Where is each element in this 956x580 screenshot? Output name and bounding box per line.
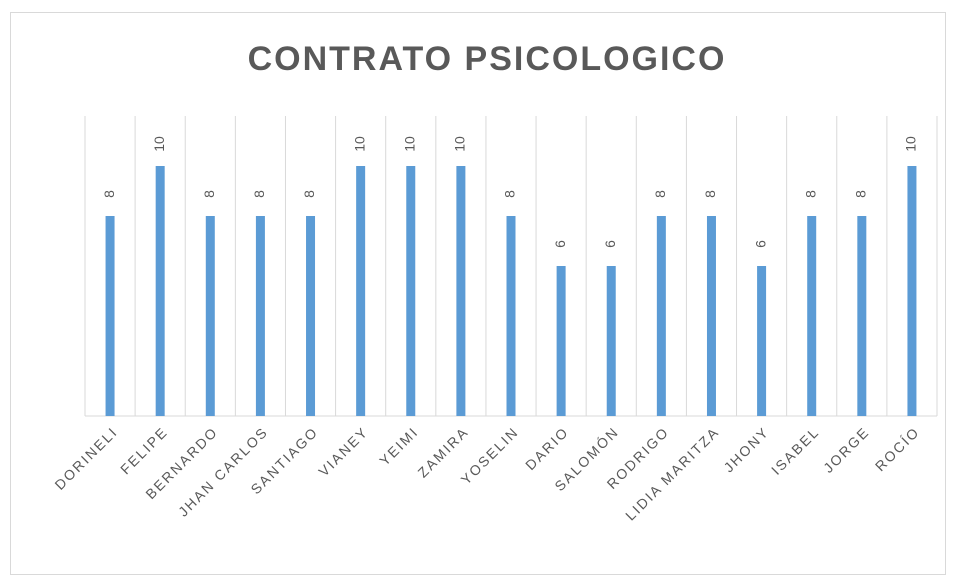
bar [606,266,616,416]
data-label: 8 [853,190,869,198]
data-label: 10 [151,136,167,152]
bar [907,166,917,416]
data-label: 10 [903,136,919,152]
data-label: 10 [401,136,417,152]
data-label: 6 [602,240,618,248]
data-label: 8 [301,190,317,198]
data-label: 8 [101,190,117,198]
bar [306,216,316,416]
bar [456,166,466,416]
data-label: 10 [351,136,367,152]
bar [406,166,416,416]
data-label: 6 [552,240,568,248]
data-label: 8 [251,190,267,198]
data-label: 10 [452,136,468,152]
bar [757,266,767,416]
bar [155,166,165,416]
data-label: 8 [802,190,818,198]
bar [857,216,867,416]
data-label: 8 [702,190,718,198]
bar [807,216,817,416]
data-label: 8 [502,190,518,198]
bar [656,216,666,416]
chart-title: CONTRATO PSICOLOGICO [248,40,727,78]
data-label: 8 [201,190,217,198]
bar [255,216,265,416]
chart-border [10,12,946,575]
bar [506,216,516,416]
bar [356,166,366,416]
bar [105,216,115,416]
bar [556,266,566,416]
data-label: 8 [652,190,668,198]
bar [205,216,215,416]
bar [706,216,716,416]
data-label: 6 [752,240,768,248]
